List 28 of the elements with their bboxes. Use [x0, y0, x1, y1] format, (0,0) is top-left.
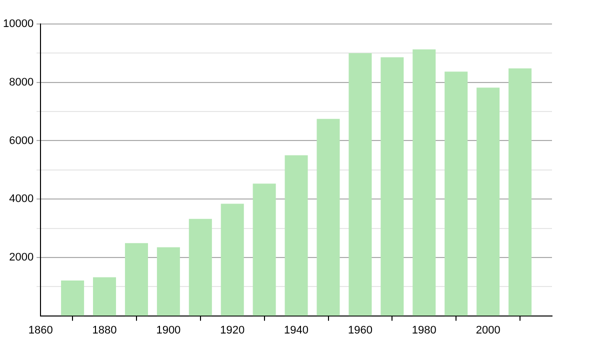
bar [444, 72, 468, 316]
bar [220, 204, 244, 316]
bar [124, 243, 148, 316]
x-tick-label: 2000 [476, 324, 500, 336]
y-tick-label: 10000 [2, 18, 34, 30]
bar [93, 277, 116, 316]
bar [61, 280, 84, 316]
bar [412, 49, 436, 316]
bar [508, 68, 532, 316]
bar [252, 184, 276, 316]
x-tick-label: 1960 [348, 324, 372, 336]
y-tick-label: 6000 [9, 134, 34, 147]
x-tick-label: 1980 [412, 324, 436, 336]
x-tick-label: 1900 [156, 324, 181, 336]
bar [188, 218, 212, 316]
y-tick-label: 4000 [9, 193, 34, 206]
y-tick-label: 8000 [9, 76, 34, 88]
bar [380, 57, 404, 316]
y-tick-label: 2000 [9, 251, 34, 264]
bar [476, 88, 500, 316]
bar [316, 118, 340, 316]
bar [156, 247, 180, 316]
bar [348, 53, 372, 316]
bar [284, 155, 308, 316]
x-tick-label: 1940 [284, 324, 309, 336]
x-tick-label: 1880 [92, 324, 117, 336]
x-tick-label: 1920 [220, 324, 245, 336]
x-tick-label: 1860 [28, 324, 53, 336]
